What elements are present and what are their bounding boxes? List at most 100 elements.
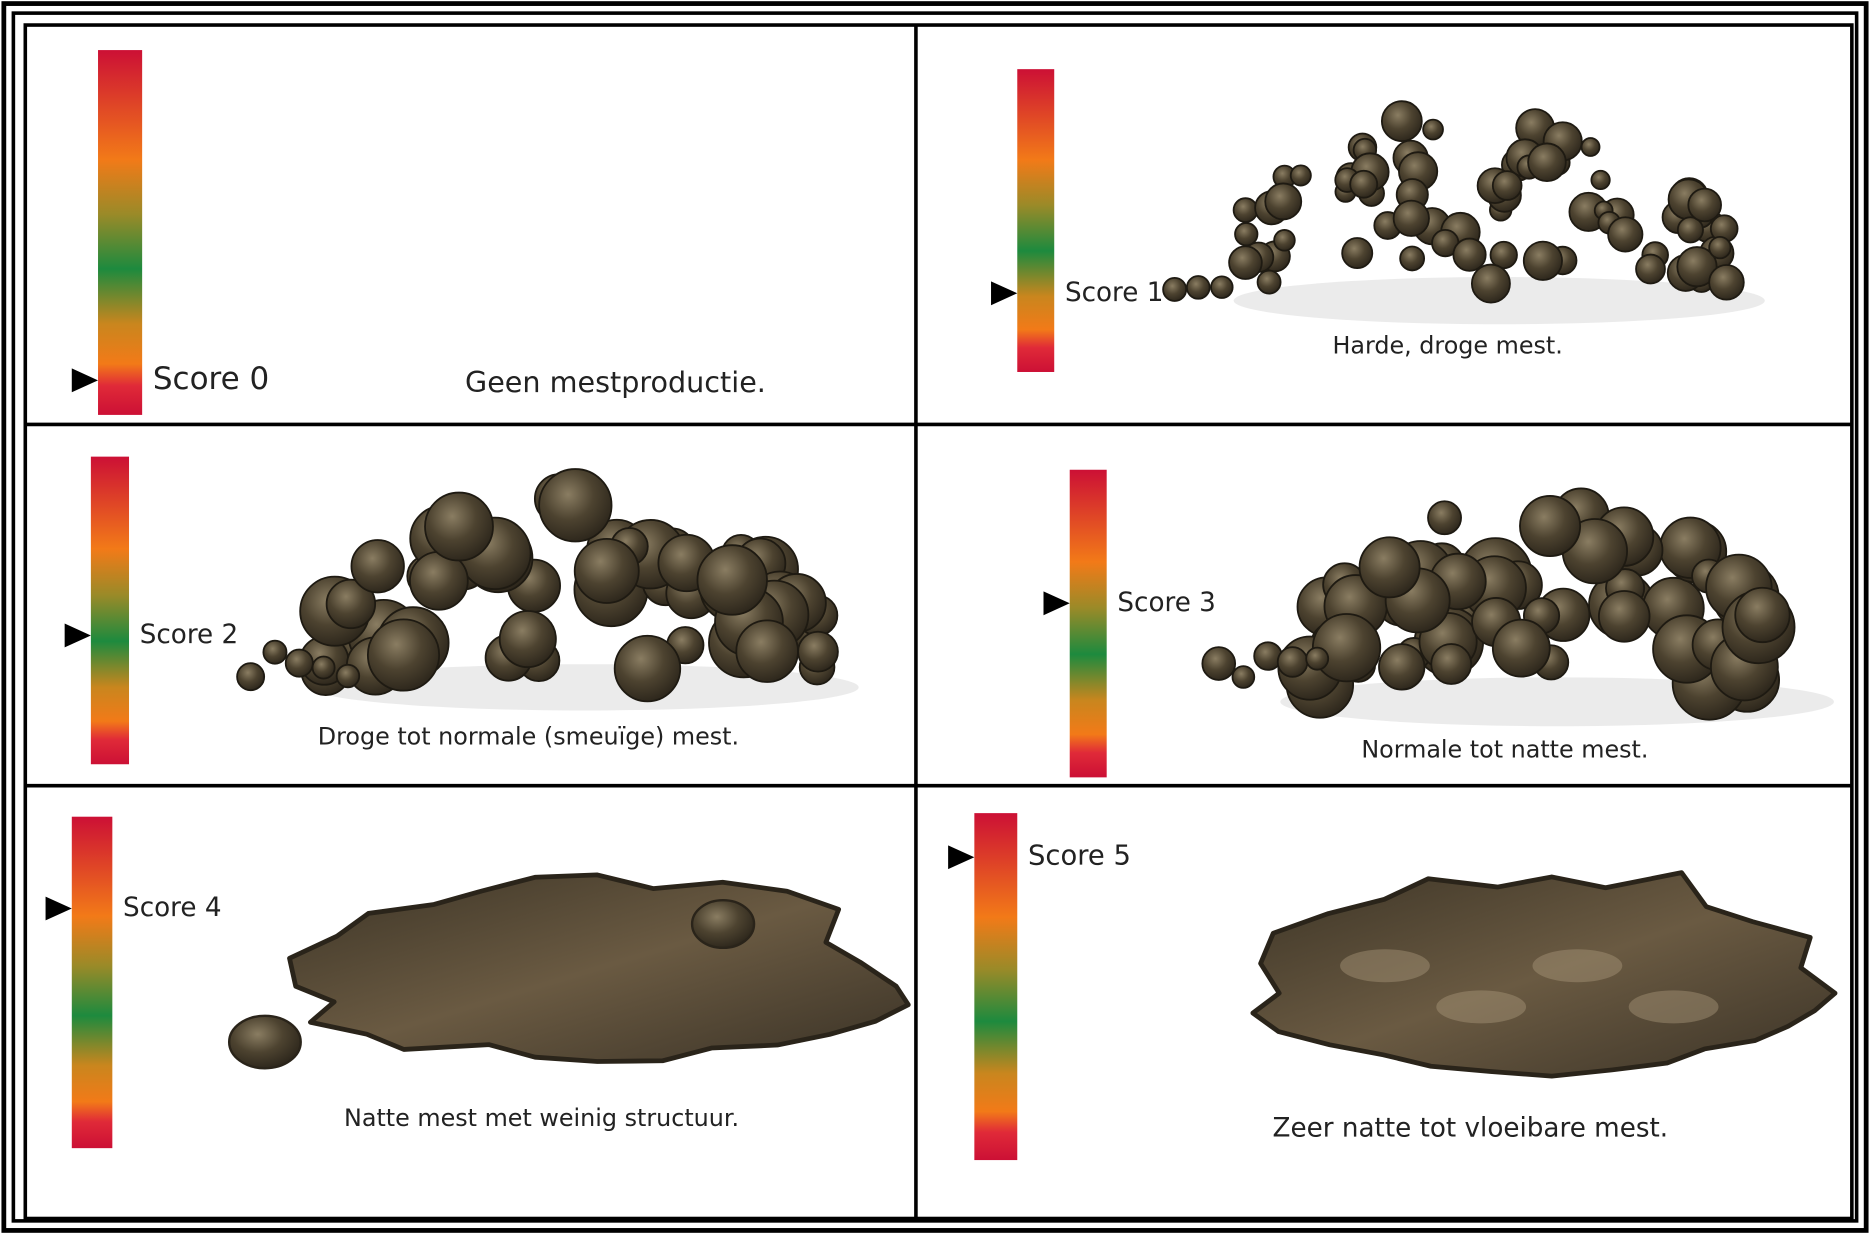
lump xyxy=(1708,235,1732,260)
lump xyxy=(1232,197,1259,223)
lump xyxy=(1228,245,1263,280)
lump xyxy=(325,578,377,630)
highlight xyxy=(1436,990,1527,1024)
lump xyxy=(1256,269,1282,295)
lump xyxy=(1276,646,1309,678)
score-pointer xyxy=(71,368,99,393)
lump xyxy=(1392,199,1430,237)
lump xyxy=(1607,216,1644,253)
highlight xyxy=(1340,949,1430,983)
lump xyxy=(1580,137,1601,157)
lump xyxy=(1489,240,1518,270)
manure-illustration xyxy=(1162,100,1765,325)
puddle xyxy=(1250,870,1838,1079)
highlight xyxy=(1628,990,1719,1024)
description: Geen mestproductie. xyxy=(465,365,766,399)
manure-illustration xyxy=(227,872,911,1070)
lump xyxy=(1234,222,1259,247)
lump xyxy=(1311,613,1382,683)
lump xyxy=(1162,277,1188,302)
score-label: Score 5 xyxy=(1028,841,1131,872)
lump xyxy=(227,1014,302,1070)
score-cell: Score 5 Zeer natte tot vloeibare mest. xyxy=(948,813,1838,1161)
lump xyxy=(538,468,613,543)
lump xyxy=(424,491,494,562)
description: Normale tot natte mest. xyxy=(1361,736,1648,764)
lump xyxy=(613,634,682,703)
score-scale xyxy=(71,816,113,1149)
score-label: Score 4 xyxy=(123,893,221,923)
lump xyxy=(1676,216,1704,244)
lump xyxy=(1470,263,1511,304)
score-cell: Score 0 Geen mestproductie. xyxy=(71,50,766,415)
shadow xyxy=(311,664,859,711)
lump xyxy=(284,648,314,678)
lump xyxy=(1185,275,1211,300)
score-cell: Score 4 Natte mest met weinig structuur. xyxy=(45,816,911,1149)
lump xyxy=(335,663,361,689)
lump xyxy=(350,539,405,594)
lump xyxy=(1358,536,1421,599)
score-label: Score 2 xyxy=(140,620,238,650)
lump xyxy=(1201,646,1237,681)
score-cell: Score 3 Normale tot natte mest. xyxy=(1043,469,1834,778)
description: Natte mest met weinig structuur. xyxy=(344,1104,739,1132)
lump xyxy=(236,662,266,692)
lump xyxy=(1231,665,1256,689)
highlight xyxy=(1532,949,1623,983)
score-scale xyxy=(1069,469,1107,778)
lump xyxy=(1708,264,1745,301)
manure-illustration xyxy=(236,468,859,711)
lump xyxy=(1734,586,1791,644)
lump xyxy=(1598,590,1651,643)
lump xyxy=(1264,182,1303,221)
manure-illustration xyxy=(1201,487,1834,727)
score-pointer xyxy=(1043,591,1070,616)
lump xyxy=(1341,237,1374,270)
lump xyxy=(1687,187,1722,223)
lump xyxy=(690,898,756,950)
lump xyxy=(1522,240,1563,281)
score-label: Score 1 xyxy=(1065,278,1163,308)
lump xyxy=(1210,275,1234,299)
score-pointer xyxy=(64,623,91,648)
lump xyxy=(696,544,768,616)
score-scale xyxy=(98,50,143,415)
lump xyxy=(573,538,640,604)
lump xyxy=(1305,646,1330,671)
lump xyxy=(735,619,799,683)
score-pointer xyxy=(948,845,975,870)
lump xyxy=(366,618,441,692)
description: Harde, droge mest. xyxy=(1332,331,1562,359)
lump xyxy=(1635,253,1666,285)
lump xyxy=(1452,237,1487,272)
score-cell: Score 2 Droge tot normale (smeuïge) mest. xyxy=(64,456,859,765)
score-cell: Score 1 Harde, droge mest. xyxy=(991,69,1765,372)
lump xyxy=(1527,142,1567,183)
inner-border xyxy=(23,23,1854,1221)
score-pointer xyxy=(991,281,1018,306)
middle-border xyxy=(11,11,1859,1223)
score-scale xyxy=(90,456,130,765)
score-label: Score 3 xyxy=(1117,588,1215,618)
lump xyxy=(1676,246,1718,288)
lump xyxy=(1491,170,1523,201)
lump xyxy=(1378,643,1426,691)
score-scale xyxy=(1017,69,1055,372)
description: Zeer natte tot vloeibare mest. xyxy=(1273,1114,1669,1144)
lump xyxy=(1422,118,1444,141)
lump xyxy=(1399,245,1426,272)
description: Droge tot normale (smeuïge) mest. xyxy=(318,723,739,751)
lump xyxy=(1430,643,1473,685)
lump xyxy=(262,639,288,665)
lump xyxy=(1590,169,1611,191)
lump xyxy=(498,610,557,669)
lump xyxy=(1380,100,1423,142)
puddle xyxy=(287,872,911,1064)
lump xyxy=(1491,618,1551,678)
lump xyxy=(1519,495,1582,558)
lump xyxy=(1289,164,1312,187)
lump xyxy=(1273,229,1296,252)
lump xyxy=(1427,500,1462,536)
